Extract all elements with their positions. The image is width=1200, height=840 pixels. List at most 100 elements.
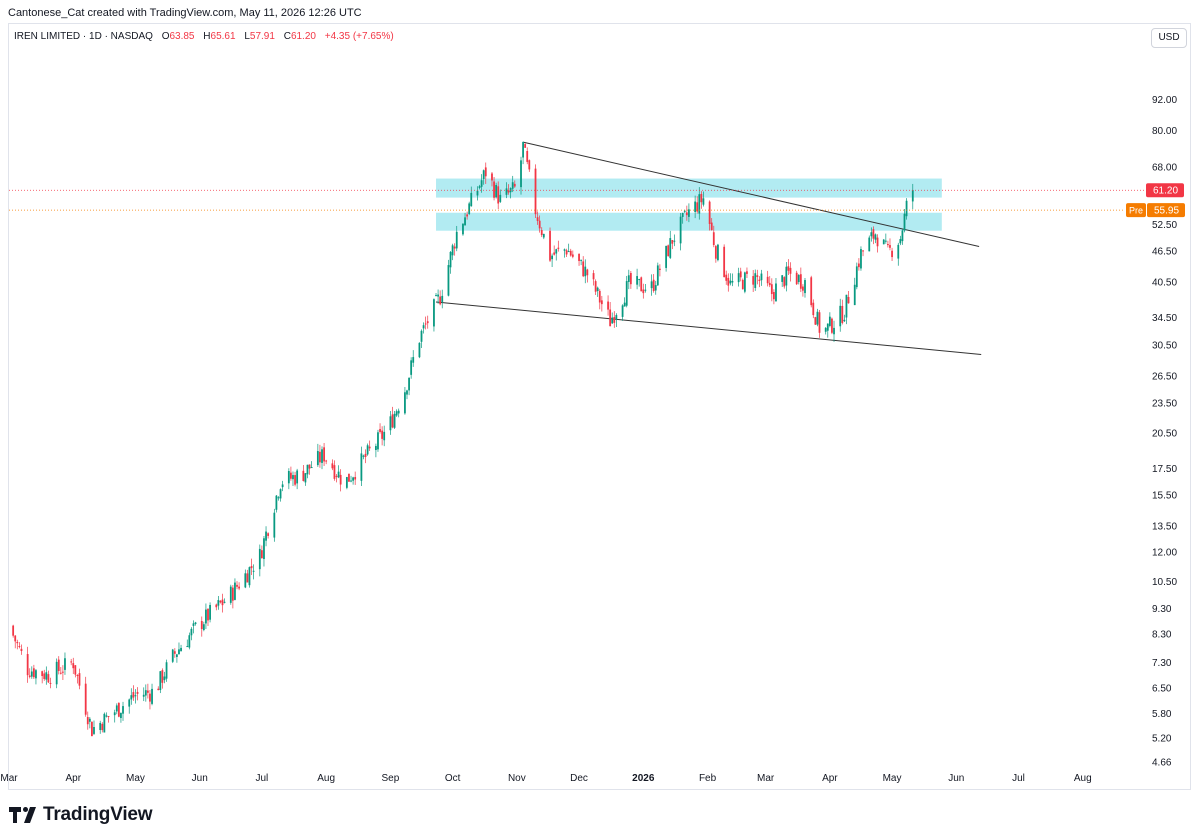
candle-body-213 bbox=[627, 275, 630, 282]
candle-body-62 bbox=[190, 628, 193, 636]
candle-body-41 bbox=[130, 695, 133, 700]
candle-body-182 bbox=[538, 220, 541, 229]
candle-body-48 bbox=[149, 693, 151, 702]
candle-body-227 bbox=[669, 238, 672, 258]
candle-body-168 bbox=[497, 186, 500, 204]
candle-body-101 bbox=[304, 473, 307, 483]
candle-body-266 bbox=[783, 277, 786, 287]
candle-body-241 bbox=[710, 222, 713, 231]
candle-body-206 bbox=[609, 309, 612, 327]
candle-body-14 bbox=[49, 682, 52, 684]
candle-body-190 bbox=[563, 249, 566, 251]
y-tick-label-19: 6.50 bbox=[1152, 684, 1172, 695]
candle-body-217 bbox=[640, 277, 643, 292]
x-tick-label-8: Nov bbox=[508, 773, 526, 784]
candle-body-199 bbox=[586, 269, 589, 276]
candle-body-146 bbox=[435, 295, 437, 297]
candle-body-132 bbox=[393, 413, 396, 428]
candle-body-211 bbox=[623, 302, 626, 307]
candle-body-55 bbox=[171, 649, 174, 662]
candle-body-153 bbox=[453, 246, 456, 249]
y-tick-label-21: 5.20 bbox=[1152, 733, 1172, 744]
candle-body-82 bbox=[248, 567, 251, 586]
candle-body-268 bbox=[787, 266, 790, 271]
candle-body-296 bbox=[870, 232, 873, 237]
candle-body-289 bbox=[847, 296, 850, 304]
candle-body-171 bbox=[507, 190, 510, 193]
candle-body-42 bbox=[132, 692, 135, 698]
chart-pane[interactable] bbox=[8, 23, 1191, 790]
candle-body-271 bbox=[797, 274, 800, 283]
symbol-legend: IREN LIMITED · 1D · NASDAQ O63.85 H65.61… bbox=[14, 31, 394, 42]
candle-body-253 bbox=[743, 272, 746, 292]
candle-body-13 bbox=[47, 674, 50, 683]
candle-body-11 bbox=[43, 673, 46, 679]
candle-body-73 bbox=[221, 599, 224, 606]
candle-body-158 bbox=[468, 203, 471, 214]
candle-body-215 bbox=[636, 276, 638, 285]
candle-body-35 bbox=[113, 712, 116, 716]
candle-body-222 bbox=[654, 285, 657, 291]
candle-body-130 bbox=[389, 416, 392, 431]
candle-body-176 bbox=[522, 141, 524, 158]
candle-body-113 bbox=[337, 471, 340, 478]
candle-body-272 bbox=[799, 274, 802, 289]
candle-body-196 bbox=[580, 259, 583, 261]
candle-body-212 bbox=[625, 281, 628, 306]
candle-body-2 bbox=[16, 641, 19, 644]
candle-body-280 bbox=[824, 327, 827, 332]
candle-body-117 bbox=[350, 480, 352, 482]
candle-body-187 bbox=[553, 252, 556, 255]
y-tick-label-6: 34.50 bbox=[1152, 313, 1177, 324]
candle-body-27 bbox=[88, 718, 91, 722]
candle-body-282 bbox=[828, 316, 831, 326]
candle-body-179 bbox=[528, 160, 531, 170]
candle-body-65 bbox=[200, 621, 203, 630]
x-tick-label-13: Apr bbox=[822, 773, 838, 784]
candle-body-115 bbox=[345, 477, 348, 488]
candle-body-230 bbox=[679, 216, 682, 244]
candle-body-264 bbox=[775, 283, 777, 302]
candle-body-225 bbox=[665, 245, 668, 268]
candle-body-204 bbox=[600, 300, 603, 305]
candle-body-294 bbox=[862, 250, 864, 252]
candle-body-17 bbox=[59, 672, 62, 674]
y-tick-label-15: 10.50 bbox=[1152, 577, 1177, 588]
candle-body-100 bbox=[302, 470, 305, 481]
candle-body-169 bbox=[499, 194, 502, 202]
candle-body-143 bbox=[424, 323, 427, 325]
candle-body-258 bbox=[758, 279, 761, 281]
candle-body-238 bbox=[700, 193, 703, 203]
tradingview-logo[interactable]: TradingView bbox=[9, 804, 153, 826]
candle-body-191 bbox=[565, 250, 568, 255]
candle-body-20 bbox=[70, 661, 73, 663]
candle-body-25 bbox=[84, 683, 87, 715]
candle-body-133 bbox=[395, 411, 398, 416]
y-tick-label-9: 23.50 bbox=[1152, 398, 1177, 409]
candle-body-51 bbox=[159, 671, 162, 691]
candle-body-198 bbox=[584, 266, 587, 277]
candle-body-129 bbox=[383, 431, 386, 441]
x-tick-label-2: May bbox=[126, 773, 145, 784]
x-tick-label-3: Jun bbox=[192, 773, 208, 784]
candle-body-46 bbox=[144, 690, 147, 696]
candle-body-156 bbox=[464, 217, 466, 226]
candle-body-223 bbox=[656, 265, 659, 286]
candle-body-145 bbox=[433, 299, 435, 327]
candle-body-104 bbox=[310, 467, 313, 469]
candle-body-189 bbox=[557, 247, 560, 249]
candle-body-161 bbox=[478, 186, 481, 188]
candle-body-219 bbox=[644, 289, 647, 291]
candle-body-68 bbox=[207, 608, 209, 621]
candle-body-299 bbox=[876, 237, 879, 247]
currency-button[interactable]: USD bbox=[1151, 28, 1187, 48]
candle-body-175 bbox=[520, 160, 522, 188]
candle-body-83 bbox=[250, 566, 253, 569]
candle-body-90 bbox=[273, 512, 276, 538]
high-label: H bbox=[203, 31, 211, 42]
x-axis: Mar Apr May Jun Jul Aug Sep Oct Nov Dec 2026 Feb Mar… bbox=[0, 773, 1091, 784]
candle-body-8 bbox=[32, 668, 35, 678]
candle-body-306 bbox=[899, 239, 902, 244]
candle-body-310 bbox=[911, 190, 914, 202]
candle-body-86 bbox=[260, 550, 263, 559]
